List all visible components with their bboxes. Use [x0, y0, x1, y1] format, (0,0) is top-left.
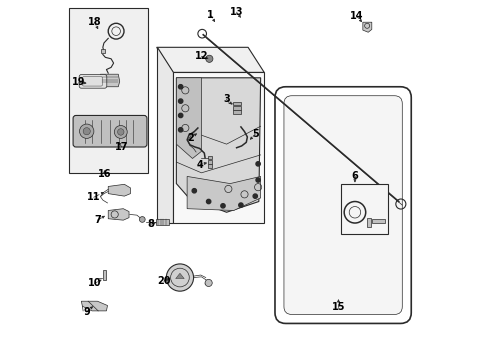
Polygon shape: [176, 78, 260, 212]
Text: 2: 2: [187, 133, 194, 143]
Circle shape: [204, 279, 212, 287]
Polygon shape: [175, 273, 184, 279]
Text: 8: 8: [147, 220, 154, 229]
Text: 12: 12: [194, 51, 208, 61]
Circle shape: [166, 264, 193, 291]
Bar: [233, 106, 241, 110]
Circle shape: [83, 128, 90, 135]
Circle shape: [221, 204, 224, 208]
FancyBboxPatch shape: [79, 75, 106, 88]
Text: 10: 10: [88, 278, 101, 288]
FancyBboxPatch shape: [284, 96, 402, 315]
Polygon shape: [187, 176, 260, 211]
Circle shape: [80, 124, 94, 138]
Circle shape: [205, 55, 212, 62]
Text: 14: 14: [349, 11, 363, 21]
Circle shape: [206, 199, 210, 204]
Circle shape: [178, 128, 183, 132]
Text: 17: 17: [115, 142, 128, 152]
Bar: [102, 270, 106, 280]
Circle shape: [255, 178, 260, 182]
Bar: [207, 164, 211, 168]
Text: 4: 4: [196, 159, 203, 170]
Polygon shape: [108, 209, 129, 220]
Text: 19: 19: [72, 77, 85, 87]
Bar: [69, 8, 147, 173]
Bar: [101, 49, 105, 53]
Text: 13: 13: [229, 7, 243, 17]
Text: 9: 9: [83, 307, 90, 316]
Text: 20: 20: [157, 276, 170, 286]
Bar: [233, 102, 241, 105]
Circle shape: [178, 99, 183, 103]
Polygon shape: [176, 78, 201, 158]
Polygon shape: [100, 74, 120, 87]
Circle shape: [117, 129, 124, 135]
Circle shape: [178, 85, 183, 89]
Circle shape: [253, 194, 257, 198]
Circle shape: [238, 203, 243, 207]
Circle shape: [114, 126, 127, 138]
Polygon shape: [108, 184, 130, 196]
Text: 1: 1: [206, 10, 213, 20]
Polygon shape: [362, 22, 371, 32]
Text: 6: 6: [351, 171, 358, 181]
Text: 16: 16: [98, 168, 111, 179]
Bar: [233, 111, 241, 114]
FancyBboxPatch shape: [73, 116, 147, 147]
Circle shape: [192, 189, 196, 193]
Text: 5: 5: [251, 129, 258, 139]
Bar: [155, 220, 169, 225]
Bar: [207, 160, 211, 163]
Text: 11: 11: [87, 192, 101, 202]
Polygon shape: [156, 47, 264, 72]
Text: 18: 18: [88, 17, 101, 27]
Bar: [366, 219, 371, 227]
Polygon shape: [81, 301, 107, 311]
Circle shape: [255, 162, 260, 166]
Text: 15: 15: [331, 302, 345, 312]
Text: 7: 7: [94, 215, 101, 225]
Circle shape: [178, 113, 183, 118]
Text: 3: 3: [223, 94, 229, 104]
Bar: [207, 156, 211, 159]
Bar: [371, 219, 384, 223]
Circle shape: [139, 217, 145, 222]
Polygon shape: [172, 72, 264, 223]
Bar: [341, 184, 387, 234]
Polygon shape: [156, 47, 172, 223]
